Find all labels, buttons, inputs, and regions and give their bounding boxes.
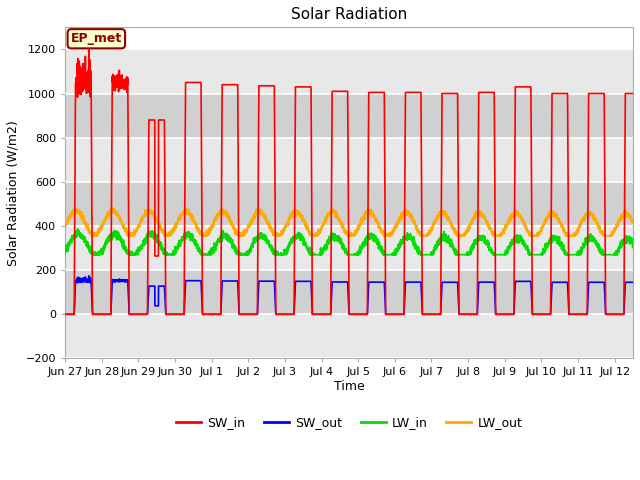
LW_in: [485, 240, 493, 245]
SW_out: [402, 279, 410, 285]
SW_in: [629, 91, 637, 96]
Bar: [65, 226, 633, 270]
Text: EP_met: EP_met: [70, 32, 122, 45]
SW_in: [61, 312, 69, 317]
Bar: [65, 270, 633, 314]
SW_in: [485, 90, 493, 96]
LW_in: [74, 226, 81, 232]
LW_out: [88, 233, 95, 239]
Line: LW_in: LW_in: [65, 229, 633, 255]
LW_out: [61, 224, 69, 230]
Bar: [65, 314, 633, 359]
SW_out: [431, 312, 438, 317]
SW_out: [528, 309, 536, 314]
SW_out: [629, 279, 637, 285]
SW_in: [431, 312, 438, 317]
SW_in: [164, 312, 172, 317]
LW_in: [278, 252, 286, 258]
LW_in: [164, 252, 172, 258]
SW_in: [85, 47, 93, 52]
Title: Solar Radiation: Solar Radiation: [291, 7, 407, 22]
Line: LW_out: LW_out: [65, 207, 633, 236]
Y-axis label: Solar Radiation (W/m2): Solar Radiation (W/m2): [7, 120, 20, 266]
X-axis label: Time: Time: [333, 380, 364, 393]
SW_out: [85, 273, 93, 279]
Bar: [65, 138, 633, 182]
LW_in: [431, 246, 438, 252]
SW_in: [528, 291, 536, 297]
LW_out: [402, 213, 410, 218]
Legend: SW_in, SW_out, LW_in, LW_out: SW_in, SW_out, LW_in, LW_out: [170, 411, 527, 434]
LW_in: [61, 252, 69, 258]
Bar: [65, 94, 633, 138]
LW_out: [485, 224, 493, 230]
Bar: [65, 182, 633, 226]
LW_out: [108, 204, 116, 210]
SW_in: [402, 90, 410, 96]
Line: SW_out: SW_out: [65, 276, 633, 314]
LW_out: [278, 230, 286, 236]
LW_out: [431, 218, 438, 224]
SW_out: [278, 312, 286, 317]
LW_in: [402, 236, 410, 242]
LW_out: [164, 232, 172, 238]
LW_out: [629, 219, 637, 225]
Line: SW_in: SW_in: [65, 49, 633, 314]
LW_in: [528, 252, 536, 258]
SW_out: [485, 279, 493, 285]
SW_out: [164, 312, 172, 317]
LW_in: [629, 243, 637, 249]
LW_out: [529, 233, 536, 239]
Bar: [65, 49, 633, 94]
SW_in: [278, 312, 286, 317]
SW_out: [61, 312, 69, 317]
